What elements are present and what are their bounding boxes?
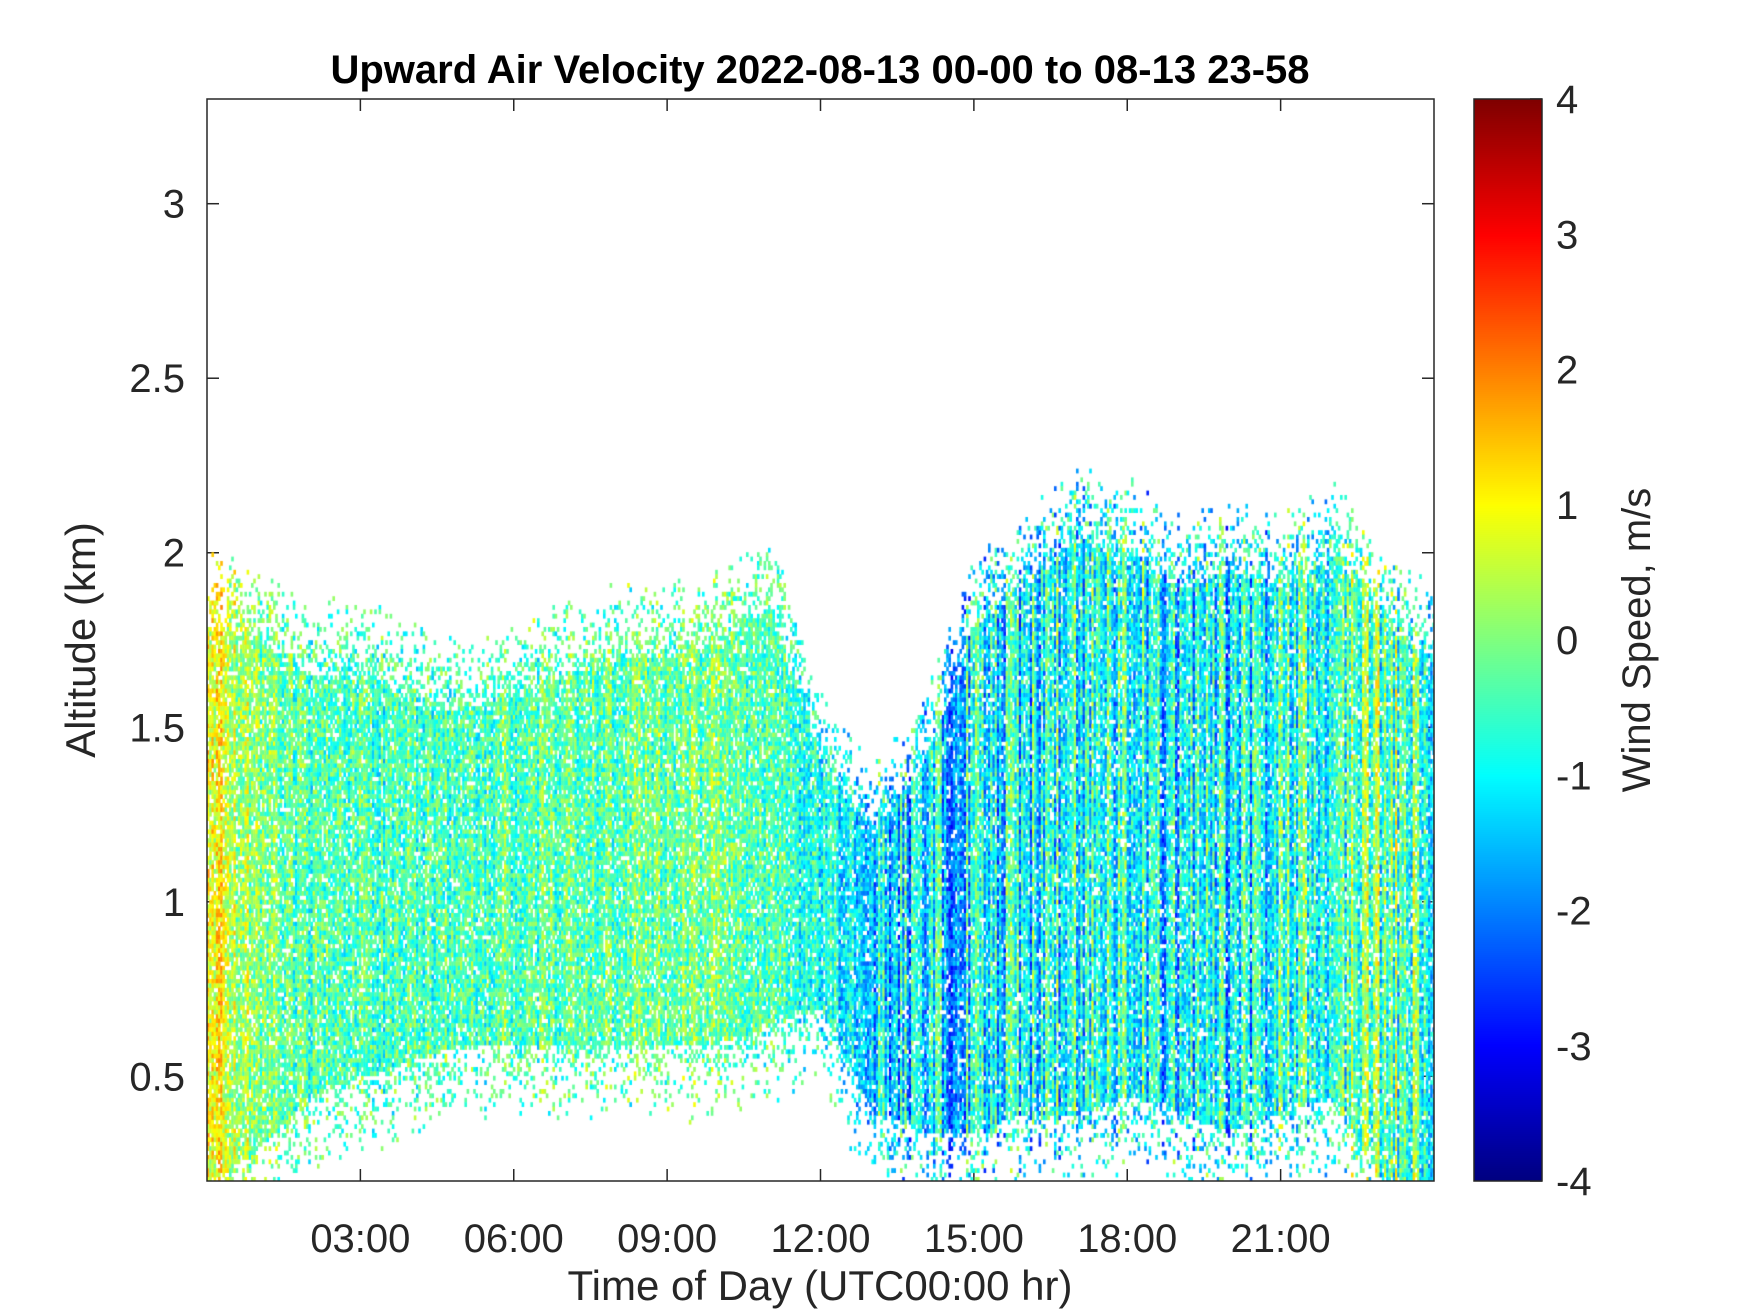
- x-tick-label: 09:00: [617, 1217, 717, 1261]
- colorbar: [1474, 99, 1542, 1181]
- y-tick-label: 3: [163, 183, 185, 227]
- y-tick-label: 1.5: [129, 706, 185, 750]
- y-tick-label: 2: [163, 532, 185, 576]
- x-tick-label: 15:00: [924, 1217, 1024, 1261]
- x-tick-label: 18:00: [1077, 1217, 1177, 1261]
- colorbar-tick-label: -4: [1556, 1160, 1592, 1204]
- colorbar-tick-label: -2: [1556, 890, 1592, 934]
- colorbar-tick-label: 4: [1556, 78, 1578, 122]
- x-tick-label: 06:00: [464, 1217, 564, 1261]
- heatmap-plot-area: [207, 99, 1434, 1181]
- colorbar-tick-label: 1: [1556, 484, 1578, 528]
- y-axis: 0.5 1 1.5 2 2.5 3: [129, 183, 1434, 1099]
- x-tick-label: 03:00: [310, 1217, 410, 1261]
- y-tick-label: 2.5: [129, 357, 185, 401]
- y-axis-label: Altitude (km): [57, 522, 104, 758]
- colorbar-tick-label: -3: [1556, 1025, 1592, 1069]
- x-axis: 03:00 06:00 09:00 12:00 15:00 18:00 21:00: [310, 99, 1331, 1261]
- colorbar-tick-label: -1: [1556, 754, 1592, 798]
- y-tick-label: 0.5: [129, 1055, 185, 1099]
- colorbar-tick-label: 0: [1556, 619, 1578, 663]
- colorbar-label: Wind Speed, m/s: [1615, 488, 1659, 793]
- x-tick-label: 12:00: [770, 1217, 870, 1261]
- y-tick-label: 1: [163, 881, 185, 925]
- x-axis-label: Time of Day (UTC00:00 hr): [568, 1262, 1073, 1309]
- chart-title: Upward Air Velocity 2022-08-13 00-00 to …: [330, 48, 1309, 92]
- x-tick-label: 21:00: [1231, 1217, 1331, 1261]
- colorbar-tick-label: 2: [1556, 349, 1578, 393]
- colorbar-tick-label: 3: [1556, 213, 1578, 257]
- colorbar-axis: -4 -3 -2 -1 0 1 2 3 4: [1530, 78, 1592, 1204]
